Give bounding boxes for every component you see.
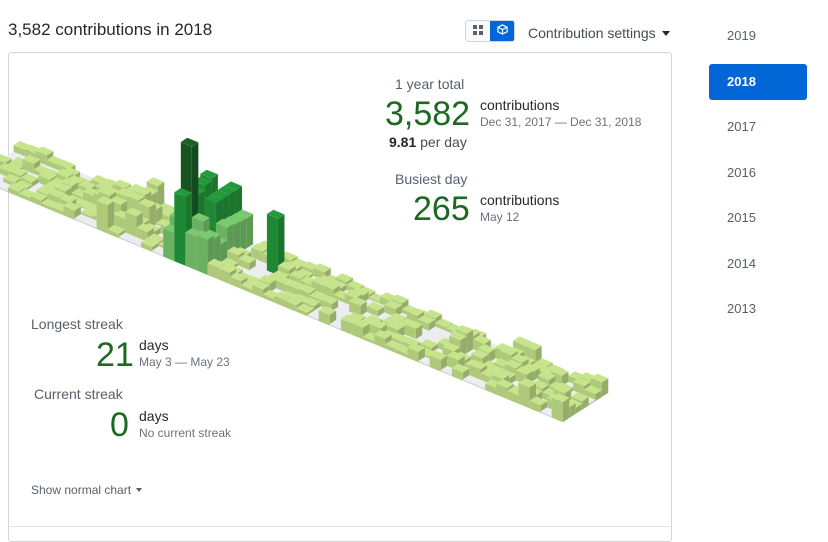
year-item-2017[interactable]: 2017: [727, 119, 756, 134]
card-divider: [8, 526, 672, 527]
busiest-value: 265: [413, 190, 470, 228]
total-range: Dec 31, 2017 — Dec 31, 2018: [480, 115, 642, 129]
year-item-2019[interactable]: 2019: [727, 28, 756, 43]
longest-streak-value: 21: [96, 336, 134, 374]
busiest-unit: contributions: [480, 192, 560, 208]
current-streak-unit: days: [139, 408, 169, 424]
isometric-view-button[interactable]: [490, 21, 514, 41]
year-item-2018[interactable]: 2018: [709, 63, 807, 100]
show-normal-chart-toggle[interactable]: Show normal chart: [31, 483, 143, 497]
busiest-label: Busiest day: [395, 171, 468, 187]
year-item-2014[interactable]: 2014: [727, 255, 756, 271]
grid-icon: [473, 22, 483, 40]
per-day-suffix: per day: [420, 134, 467, 150]
page-title: 3,582 contributions in 2018: [8, 20, 213, 39]
contribution-settings-dropdown[interactable]: Contribution settings: [528, 25, 670, 41]
view-toggle[interactable]: [465, 20, 515, 42]
longest-streak-range: May 3 — May 23: [139, 355, 230, 369]
grid-view-button[interactable]: [466, 21, 490, 41]
current-streak-label: Current streak: [34, 386, 123, 402]
year-item-2016[interactable]: 2016: [727, 164, 756, 180]
show-normal-chart-label: Show normal chart: [31, 483, 132, 497]
year-nav: 2019 2018 2017 2016 2015 2014 2013: [709, 18, 807, 337]
longest-streak-label: Longest streak: [31, 316, 123, 332]
contribution-settings-label: Contribution settings: [528, 25, 656, 41]
busiest-date: May 12: [480, 210, 520, 224]
total-label: 1 year total: [395, 76, 465, 92]
per-day: 9.81 per day: [389, 134, 467, 150]
current-streak-range: No current streak: [139, 426, 232, 440]
current-streak-value: 0: [110, 406, 129, 444]
caret-down-icon: [136, 488, 143, 492]
caret-down-icon: [661, 31, 670, 36]
total-value: 3,582: [385, 95, 471, 133]
cube-icon: [496, 22, 508, 40]
year-item-2015[interactable]: 2015: [727, 210, 756, 225]
per-day-value: 9.81: [389, 134, 417, 150]
longest-streak-unit: days: [139, 337, 169, 353]
contribution-cell: [0, 180, 4, 186]
contribution-cell: [0, 166, 6, 174]
year-item-2013[interactable]: 2013: [727, 301, 756, 316]
total-unit: contributions: [480, 97, 560, 113]
